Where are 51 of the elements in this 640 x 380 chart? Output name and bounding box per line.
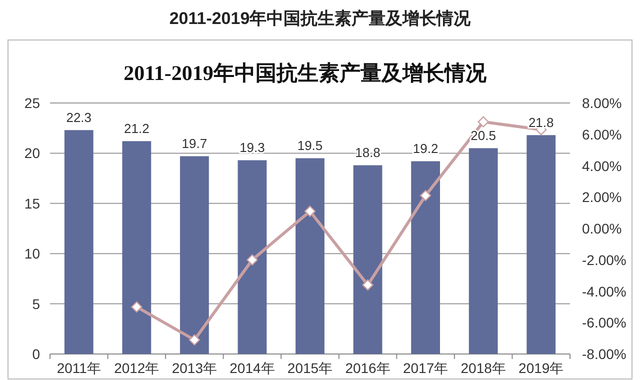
data-label: 19.5 — [297, 138, 323, 154]
data-label: 18.8 — [355, 145, 380, 160]
x-tick-label: 2017年 — [402, 360, 448, 376]
bar — [180, 156, 209, 354]
bar — [122, 141, 152, 354]
data-label: 20.5 — [470, 128, 496, 144]
x-tick-label: 2011年 — [56, 360, 101, 376]
y-tick-label: 5 — [32, 296, 40, 312]
data-label: 19.2 — [412, 141, 438, 156]
x-tick-label: 2016年 — [345, 360, 390, 376]
y2-tick-label: 4.00% — [582, 158, 622, 174]
data-label: 19.3 — [240, 140, 265, 156]
y2-tick-label: 0.00% — [582, 220, 622, 236]
bar — [296, 158, 324, 354]
y-tick-label: 10 — [24, 246, 40, 262]
data-label: 22.3 — [66, 110, 92, 126]
point — [304, 206, 316, 217]
x-tick-label: 2018年 — [460, 360, 506, 376]
x-tick-label: 2019年 — [518, 360, 564, 376]
bar — [238, 160, 267, 354]
point — [131, 301, 142, 313]
y2-tick-label: -6.00% — [582, 314, 626, 331]
point — [246, 254, 258, 266]
y2-tick-label: 6.00% — [582, 126, 622, 142]
bar — [468, 148, 498, 354]
y-tick-label: 15 — [24, 195, 40, 212]
bar — [411, 161, 440, 354]
data-label: 19.7 — [182, 136, 208, 152]
y-tick-label: 0 — [32, 346, 40, 362]
point — [188, 334, 200, 346]
point — [420, 190, 432, 202]
chart-subtitle: 2011-2019年中国抗生素产量及增长情况 — [124, 61, 488, 85]
x-tick-label: 2013年 — [172, 360, 218, 376]
chart-title: 2011-2019年中国抗生素产量及增长情况 — [169, 9, 472, 28]
data-label: 21.8 — [528, 115, 554, 130]
y-tick-label: 20 — [24, 145, 40, 162]
point — [478, 116, 489, 128]
y2-tick-label: -2.00% — [582, 252, 626, 268]
y2-tick-label: -8.00% — [582, 346, 626, 362]
y2-tick-label: 8.00% — [582, 95, 622, 111]
x-tick-label: 2015年 — [287, 360, 333, 376]
data-label: 21.2 — [124, 121, 150, 136]
y-tick-label: 25 — [24, 95, 40, 111]
x-tick-label: 2012年 — [114, 360, 160, 376]
point — [362, 279, 374, 291]
x-tick-label: 2014年 — [230, 360, 275, 376]
y2-tick-label: -4.00% — [582, 283, 626, 300]
bar — [64, 130, 94, 354]
y2-tick-label: 2.00% — [582, 189, 622, 206]
bar — [526, 135, 556, 354]
bar — [353, 165, 382, 354]
